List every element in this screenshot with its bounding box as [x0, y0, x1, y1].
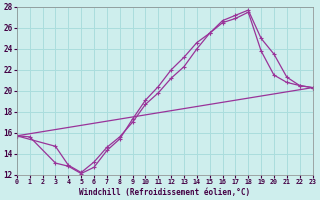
X-axis label: Windchill (Refroidissement éolien,°C): Windchill (Refroidissement éolien,°C)	[79, 188, 250, 197]
